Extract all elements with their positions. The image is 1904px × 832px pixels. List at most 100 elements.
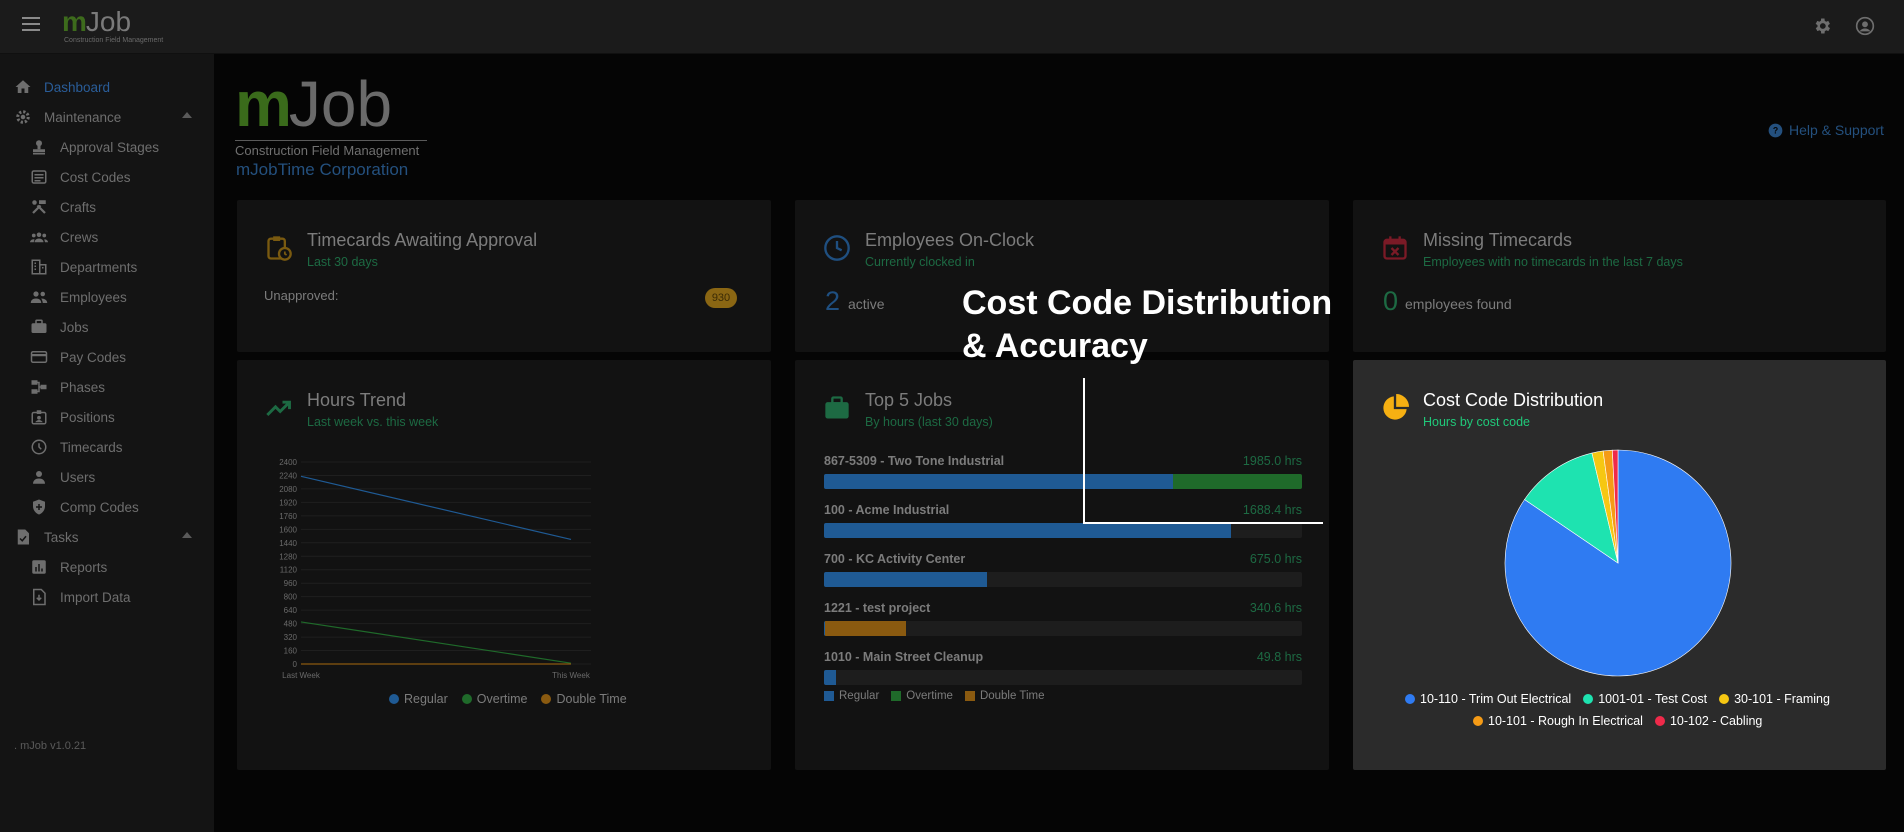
- sidebar-item-maintenance[interactable]: Maintenance: [0, 102, 214, 132]
- sidebar-item-users[interactable]: Users: [0, 462, 214, 492]
- job-row[interactable]: 100 - Acme Industrial 1688.4 hrs: [824, 503, 1302, 539]
- job-name: 1221 - test project: [824, 601, 931, 615]
- menu-icon[interactable]: [22, 17, 40, 31]
- clock-icon: [824, 235, 850, 261]
- annotation-connector-horizontal: [1083, 522, 1323, 524]
- legend-swatch: [1583, 694, 1594, 704]
- sidebar-item-label: Dashboard: [44, 79, 111, 95]
- y-tick-label: 2240: [279, 471, 297, 480]
- sidebar-item-departments[interactable]: Departments: [0, 252, 214, 282]
- employees-on-clock-card[interactable]: Employees On-Clock Currently clocked in …: [795, 200, 1329, 352]
- help-icon: ?: [1768, 123, 1783, 137]
- job-bar-regular[interactable]: [824, 621, 826, 636]
- y-tick-label: 640: [284, 606, 298, 615]
- sidebar-item-dashboard[interactable]: Dashboard: [0, 72, 214, 102]
- pie-slice-4[interactable]: [1612, 449, 1619, 564]
- job-bar-track: [824, 474, 1302, 489]
- timecards-awaiting-card[interactable]: Timecards Awaiting Approval Last 30 days…: [237, 200, 771, 352]
- sidebar-item-positions[interactable]: Positions: [0, 402, 214, 432]
- sidebar-item-import-data[interactable]: Import Data: [0, 582, 214, 612]
- unapproved-label: Unapproved:: [264, 288, 339, 303]
- legend-label: Regular: [404, 692, 448, 706]
- sidebar-item-pay-codes[interactable]: Pay Codes: [0, 342, 214, 372]
- missing-timecards-card[interactable]: Missing Timecards Employees with no time…: [1353, 200, 1886, 352]
- list-icon: [31, 170, 47, 184]
- card-title: Hours Trend: [307, 390, 407, 410]
- legend-label: 10-102 - Cabling: [1669, 714, 1763, 728]
- legend-item[interactable]: Double Time: [541, 692, 627, 706]
- legend-swatch: [1719, 694, 1730, 704]
- legend-item[interactable]: 10-101 - Rough In Electrical: [1473, 714, 1643, 728]
- sidebar-item-cost-codes[interactable]: Cost Codes: [0, 162, 214, 192]
- legend-swatch: [461, 694, 472, 704]
- legend-item[interactable]: Regular: [824, 690, 879, 702]
- sidebar-item-phases[interactable]: Phases: [0, 372, 214, 402]
- y-tick-label: 1600: [279, 525, 297, 534]
- sidebar-item-reports[interactable]: Reports: [0, 552, 214, 582]
- job-bar-regular[interactable]: [824, 670, 836, 685]
- user-icon: [33, 471, 45, 484]
- legend-item[interactable]: 1001-01 - Test Cost: [1583, 692, 1707, 706]
- job-row[interactable]: 1010 - Main Street Cleanup 49.8 hrs: [824, 650, 1302, 686]
- card-subtitle: Employees with no timecards in the last …: [1423, 255, 1683, 269]
- sidebar-item-label: Tasks: [44, 529, 79, 545]
- sidebar-item-label: Pay Codes: [60, 349, 127, 365]
- job-bar-double-time[interactable]: [825, 621, 907, 636]
- hours-trend-chart: 2400224020801920176016001440128011209608…: [279, 458, 591, 680]
- sidebar-item-label: Phases: [60, 379, 106, 395]
- legend-item[interactable]: 10-102 - Cabling: [1654, 714, 1763, 728]
- legend-item[interactable]: 10-110 - Trim Out Electrical: [1405, 692, 1571, 706]
- job-bar-regular[interactable]: [824, 523, 1231, 538]
- pie-slice-1[interactable]: [1524, 452, 1619, 564]
- sidebar-item-approval-stages[interactable]: Approval Stages: [0, 132, 214, 162]
- missing-suffix: employees found: [1405, 296, 1512, 312]
- settings-gear-icon[interactable]: [1812, 16, 1832, 36]
- sidebar-item-label: Timecards: [60, 439, 123, 455]
- legend-item[interactable]: Overtime: [461, 692, 527, 706]
- legend-label: Double Time: [979, 690, 1045, 702]
- top-logo[interactable]: mJob Construction Field Management: [62, 6, 163, 44]
- y-tick-label: 1280: [279, 552, 297, 561]
- sidebar-item-label: Users: [60, 469, 96, 485]
- sidebar-item-employees[interactable]: Employees: [0, 282, 214, 312]
- legend-item[interactable]: Regular: [389, 692, 448, 706]
- y-tick-label: 320: [284, 633, 298, 642]
- legend-item[interactable]: 30-101 - Framing: [1719, 692, 1830, 706]
- sidebar-item-tasks[interactable]: Tasks: [0, 522, 214, 552]
- card-title: Employees On-Clock: [865, 230, 1035, 250]
- account-circle-icon[interactable]: [1855, 16, 1875, 36]
- cost-code-distribution-card: Cost Code Distribution Hours by cost cod…: [1353, 360, 1886, 770]
- job-name: 1010 - Main Street Cleanup: [824, 650, 984, 664]
- sidebar-item-crafts[interactable]: Crafts: [0, 192, 214, 222]
- series-line-regular[interactable]: [300, 475, 572, 541]
- job-row[interactable]: 700 - KC Activity Center 675.0 hrs: [824, 552, 1302, 588]
- unapproved-count-badge[interactable]: 930: [705, 288, 737, 308]
- job-bar-track: [824, 523, 1302, 538]
- annotation-callout-title: Cost Code Distribution & Accuracy: [962, 282, 1332, 368]
- on-clock-count: 2: [825, 286, 841, 316]
- job-bar-regular[interactable]: [824, 474, 1174, 489]
- y-tick-label: 1120: [280, 566, 298, 575]
- job-row[interactable]: 1221 - test project 340.6 hrs: [824, 601, 1302, 637]
- sidebar-item-crews[interactable]: Crews: [0, 222, 214, 252]
- job-row[interactable]: 867-5309 - Two Tone Industrial 1985.0 hrs: [824, 454, 1302, 490]
- sidebar-item-timecards[interactable]: Timecards: [0, 432, 214, 462]
- job-bar-overtime[interactable]: [1173, 474, 1302, 489]
- help-support-link[interactable]: ? Help & Support: [1768, 122, 1884, 138]
- sidebar-item-comp-codes[interactable]: Comp Codes: [0, 492, 214, 522]
- help-support-label: Help & Support: [1789, 122, 1884, 138]
- card-title: Timecards Awaiting Approval: [307, 230, 538, 250]
- job-bar-regular[interactable]: [824, 572, 987, 587]
- legend-swatch: [964, 691, 975, 701]
- collapse-caret-icon[interactable]: [182, 532, 192, 538]
- trending-up-icon: [266, 400, 291, 417]
- sidebar-item-label: Reports: [60, 559, 108, 575]
- sidebar-item-jobs[interactable]: Jobs: [0, 312, 214, 342]
- series-line-overtime[interactable]: [300, 621, 572, 664]
- legend-item[interactable]: Double Time: [964, 690, 1045, 702]
- checklist-icon: [17, 529, 29, 545]
- legend-item[interactable]: Overtime: [891, 690, 953, 702]
- group-icon: [30, 232, 48, 243]
- collapse-caret-icon[interactable]: [182, 112, 192, 118]
- brand-m: m: [235, 68, 292, 140]
